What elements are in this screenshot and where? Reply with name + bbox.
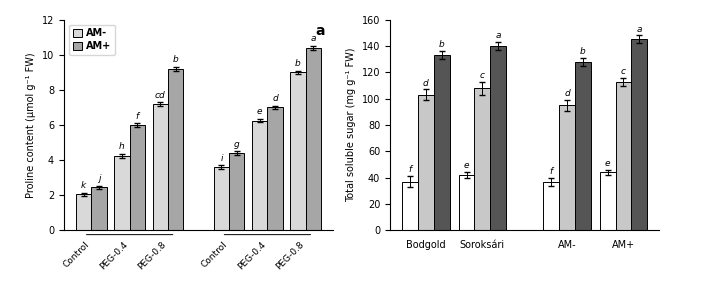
- Text: g: g: [234, 140, 240, 149]
- Text: b: b: [580, 47, 586, 56]
- Bar: [615, 81, 631, 230]
- Text: d: d: [564, 89, 570, 98]
- Bar: [575, 62, 591, 230]
- Text: d: d: [423, 78, 429, 87]
- Bar: [76, 194, 91, 230]
- Y-axis label: Total soluble sugar (mg g⁻¹ FW): Total soluble sugar (mg g⁻¹ FW): [346, 48, 356, 202]
- Bar: [459, 175, 474, 230]
- Text: h: h: [119, 142, 125, 151]
- Bar: [168, 69, 183, 230]
- Text: j: j: [98, 174, 100, 183]
- Text: e: e: [605, 159, 610, 168]
- Bar: [543, 182, 559, 230]
- Text: a: a: [637, 24, 642, 33]
- Bar: [130, 125, 145, 230]
- Bar: [229, 153, 245, 230]
- Bar: [252, 121, 267, 230]
- Text: a: a: [496, 31, 501, 40]
- Text: e: e: [257, 107, 262, 116]
- Text: c: c: [480, 71, 485, 80]
- Bar: [600, 173, 615, 230]
- Text: b: b: [439, 40, 445, 49]
- Bar: [91, 187, 106, 230]
- Bar: [291, 72, 306, 230]
- Text: d: d: [272, 94, 278, 103]
- Bar: [267, 108, 283, 230]
- Text: f: f: [408, 166, 412, 175]
- Text: b: b: [295, 59, 301, 68]
- Text: k: k: [81, 181, 86, 190]
- Bar: [631, 39, 647, 230]
- Bar: [434, 55, 450, 230]
- Text: f: f: [135, 112, 139, 121]
- Bar: [559, 105, 575, 230]
- Bar: [114, 156, 130, 230]
- Text: i: i: [220, 154, 223, 163]
- Bar: [418, 95, 434, 230]
- Y-axis label: Proline content (μmol g⁻¹ FW): Proline content (μmol g⁻¹ FW): [26, 52, 36, 198]
- Bar: [490, 46, 506, 230]
- Text: c: c: [621, 67, 626, 76]
- Bar: [474, 88, 490, 230]
- Bar: [152, 104, 168, 230]
- Text: b: b: [173, 55, 179, 64]
- Text: a: a: [311, 34, 316, 43]
- Legend: AM-, AM+: AM-, AM+: [69, 24, 116, 55]
- Text: cd: cd: [155, 90, 166, 99]
- Text: a: a: [316, 24, 325, 38]
- Text: e: e: [464, 162, 469, 171]
- Bar: [402, 182, 418, 230]
- Bar: [306, 48, 321, 230]
- Text: f: f: [549, 167, 553, 176]
- Bar: [214, 167, 229, 230]
